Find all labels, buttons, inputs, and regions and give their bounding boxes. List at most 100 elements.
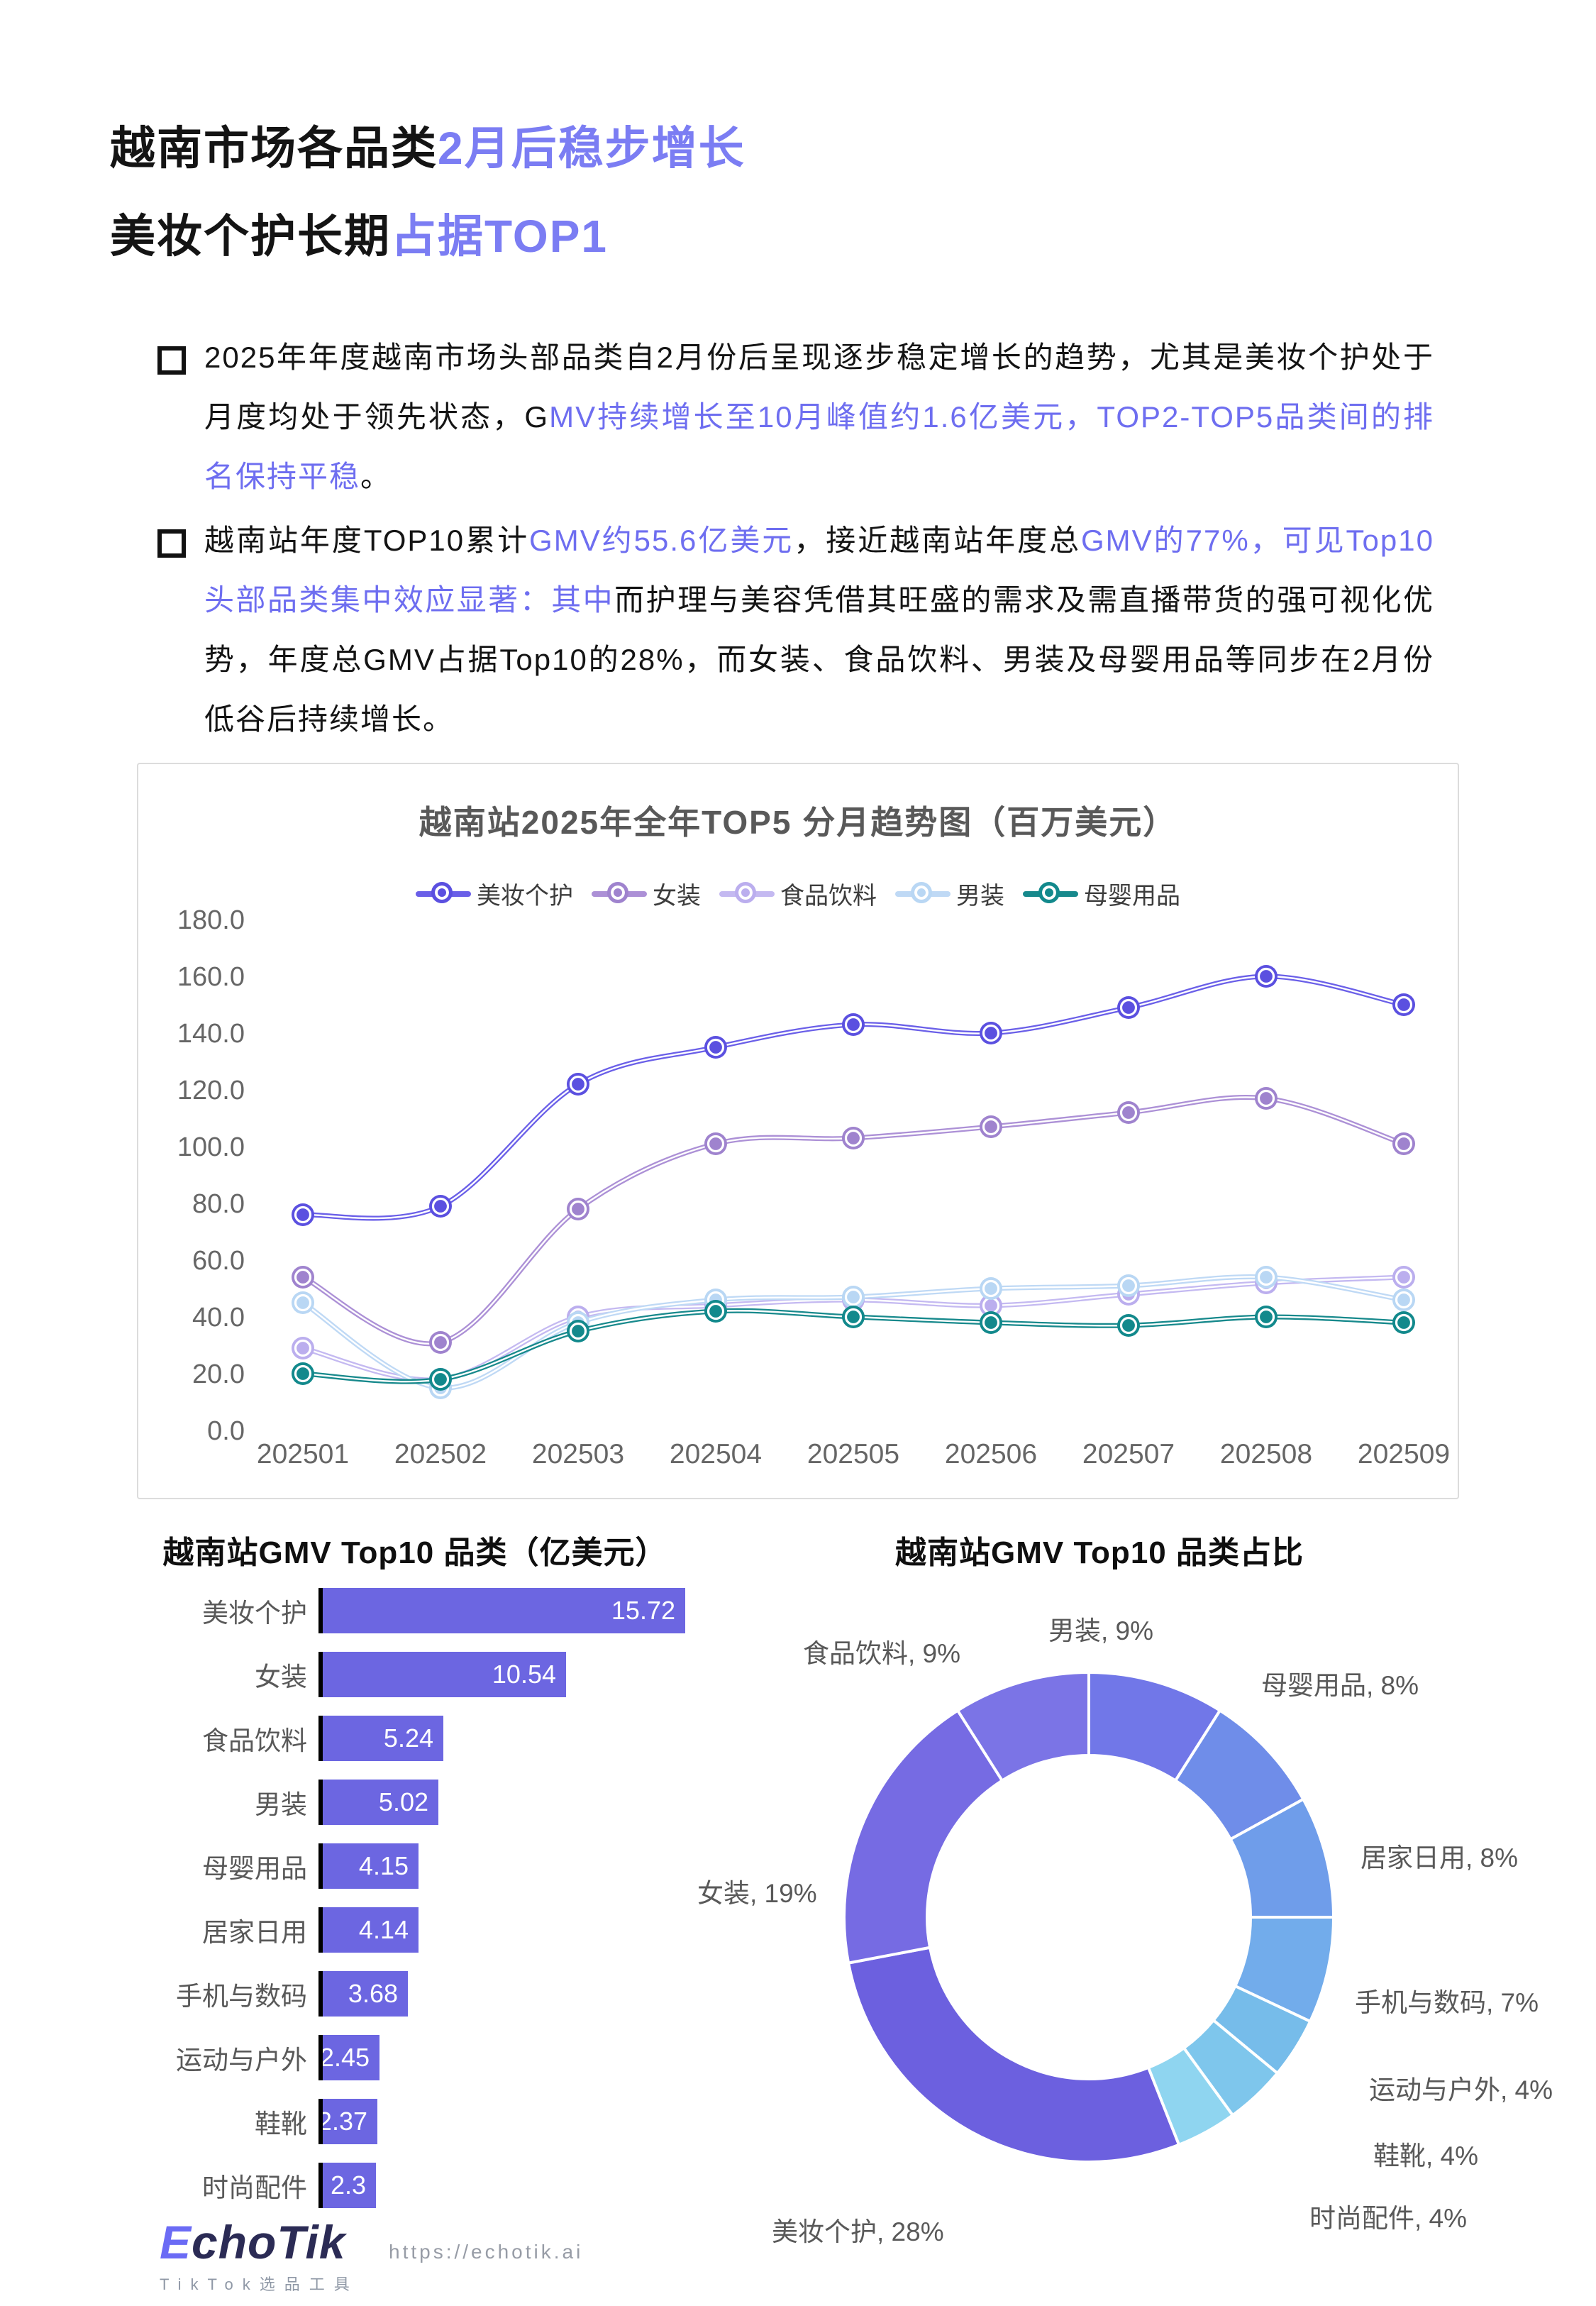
bar-track: 4.14 [318,1907,419,1953]
y-axis-tick-40.0: 40.0 [192,1303,245,1333]
title1-segment-0: 越南市场各品类 [110,123,438,174]
x-axis-tick-202504: 202504 [670,1439,762,1469]
bar-row-运动与户外: 运动与户外 2.45 [145,2035,685,2080]
bar-row-鞋靴: 鞋靴 2.37 [145,2099,685,2144]
bullet-1-segment-1: GMV约55.6亿美元 [529,524,794,557]
point-ring-男装-202505 [844,1288,863,1306]
y-axis-tick-80.0: 80.0 [192,1189,245,1219]
donut-slice-女装 [843,1709,1004,1965]
bar-track: 2.37 [318,2099,377,2144]
gmv-top10-bar-chart: 美妆个护 15.72 女装 10.54 食品饮料 5.24 男装 5.02 母婴用品 4.15 居家… [145,1588,685,2227]
point-ring-美妆个护-202504 [706,1038,725,1057]
point-ring-母婴用品-202509 [1395,1313,1413,1332]
bar-手机与数码: 3.68 [323,1971,408,2017]
bar-row-女装: 女装 10.54 [145,1652,685,1697]
legend-item-美妆个护: 美妆个护 [416,876,573,911]
bar-value-label: 2.3 [330,2170,366,2200]
trend-line-chart: 0.0 20.0 40.0 60.0 80.0 100.0 120.0 140.0 160.0 1… [177,905,1450,1469]
point-ring-母婴用品-202501 [294,1364,312,1383]
point-ring-美妆个护-202507 [1119,998,1138,1017]
legend-label: 母婴用品 [1084,883,1180,910]
bar-chart-title: 越南站GMV Top10 品类（亿美元） [162,1535,667,1570]
echotik-url-link[interactable]: https://echotik.ai [389,2241,584,2263]
point-ring-母婴用品-202505 [844,1308,863,1326]
bar-鞋靴: 2.37 [323,2099,377,2144]
legend-marker-icon [895,881,951,906]
bar-category-label: 运动与户外 [176,2046,307,2075]
echotik-logo-tagline: TikTok选品工具 [160,2275,359,2293]
bar-食品饮料: 5.24 [323,1716,443,1761]
point-ring-女装-202501 [294,1268,312,1286]
bullet-0-segment-1: MV持续增长至10月峰值约1.6亿美元，TOP2-TOP5品类间的排名保持平稳 [204,400,1434,493]
page-title-line-2: 美妆个护长期占据TOP1 [110,200,608,265]
bullet-1-segment-0: 越南站年度TOP10累计 [204,524,530,557]
bar-value-label: 10.54 [492,1660,556,1689]
trend-chart-legend: 美妆个护 女装 食品饮料 男装 母婴用品 [138,876,1458,911]
point-ring-美妆个护-202505 [844,1015,863,1034]
y-axis-tick-180.0: 180.0 [177,905,245,935]
bar-女装: 10.54 [323,1652,566,1697]
legend-marker-icon [592,881,647,906]
donut-label-女装: 女装, 19% [697,1879,817,1908]
donut-label-食品饮料: 食品饮料, 9% [803,1639,961,1668]
point-ring-女装-202507 [1119,1103,1138,1122]
bar-category-label: 食品饮料 [202,1726,307,1755]
legend-marker-dot [607,881,628,903]
bar-row-时尚配件: 时尚配件 2.3 [145,2163,685,2208]
bullet-item-0: 2025年年度越南市场头部品类自2月份后呈现逐步稳定增长的趋势，尤其是美妆个护处… [157,328,1434,507]
point-ring-美妆个护-202502 [431,1197,450,1215]
point-ring-男装-202501 [294,1293,312,1312]
bullet-1-segment-2: ，接近越南站年度总 [794,524,1082,557]
bar-value-label: 15.72 [611,1596,675,1625]
legend-item-男装: 男装 [895,876,1004,911]
donut-slice-食品饮料 [956,1671,1090,1782]
bullet-0-segment-2: 。 [360,460,392,493]
point-ring-男装-202506 [982,1279,1000,1298]
echotik-logo-e: E [160,2216,192,2268]
legend-item-食品饮料: 食品饮料 [719,876,877,911]
title1-segment-1: 2月后稳步增长 [438,123,746,174]
bar-row-食品饮料: 食品饮料 5.24 [145,1716,685,1761]
bullet-1-segment-4: 而护理与美容凭借其旺盛的需求及需直播带货的强可视化优势，年度总GMV占据Top1… [204,583,1434,736]
y-axis-tick-120.0: 120.0 [177,1076,245,1105]
point-ring-美妆个护-202508 [1257,967,1275,986]
donut-label-鞋靴: 鞋靴, 4% [1373,2141,1479,2170]
donut-label-母婴用品: 母婴用品, 8% [1261,1671,1419,1700]
bar-track: 2.45 [318,2035,379,2080]
echotik-logo-wordmark: EchoTik [160,2215,359,2269]
y-axis-tick-0.0: 0.0 [207,1416,245,1446]
bar-value-label: 3.68 [348,1979,398,2008]
bar-row-母婴用品: 母婴用品 4.15 [145,1843,685,1889]
legend-marker-icon [1023,881,1078,906]
legend-item-母婴用品: 母婴用品 [1023,876,1180,911]
point-ring-女装-202505 [844,1129,863,1147]
donut-label-美妆个护: 美妆个护, 28% [772,2217,944,2246]
x-axis-tick-202505: 202505 [807,1439,899,1469]
y-axis-tick-20.0: 20.0 [192,1359,245,1389]
bar-track: 15.72 [318,1588,685,1633]
bullet-0-segment-0: 2025年年度越南市场头部品类自2月份后呈现逐步稳定增长的趋势，尤其是美妆个护处… [204,341,1434,434]
summary-bullets: 2025年年度越南市场头部品类自2月份后呈现逐步稳定增长的趋势，尤其是美妆个护处… [157,328,1434,754]
legend-label: 食品饮料 [780,883,877,910]
bar-row-男装: 男装 5.02 [145,1780,685,1825]
bar-row-美妆个护: 美妆个护 15.72 [145,1588,685,1633]
y-axis-tick-140.0: 140.0 [177,1019,245,1049]
donut-label-手机与数码: 手机与数码, 7% [1355,1988,1539,2017]
bar-value-label: 2.45 [323,2043,370,2072]
donut-label-居家日用: 居家日用, 8% [1361,1843,1519,1872]
bar-category-label: 手机与数码 [176,1982,307,2011]
x-axis-tick-202503: 202503 [532,1439,624,1469]
bar-track: 5.24 [318,1716,443,1761]
y-axis-tick-60.0: 60.0 [192,1246,245,1276]
title2-segment-0: 美妆个护长期 [110,211,391,262]
trend-chart-card: 越南站2025年全年TOP5 分月趋势图（百万美元） 美妆个护 女装 食品饮料 男装 母… [137,763,1459,1499]
bar-category-label: 母婴用品 [202,1854,307,1883]
line-center-女装 [302,1096,1404,1345]
legend-marker-dot [1038,881,1060,903]
echotik-logo: EchoTik TikTok选品工具 [160,2215,359,2295]
x-axis-tick-202507: 202507 [1082,1439,1175,1469]
y-axis-tick-160.0: 160.0 [177,962,245,992]
echotik-logo-rest: choTik [192,2216,346,2268]
point-ring-男装-202508 [1257,1268,1275,1286]
